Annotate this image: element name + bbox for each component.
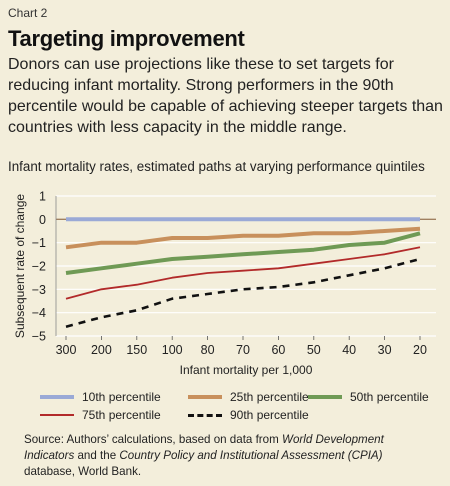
x-tick-label: 40 [342, 343, 356, 357]
x-tick-label: 200 [91, 343, 112, 357]
series-line-75th-percentile [65, 246, 421, 300]
source-note: Source: Authors’ calculations, based on … [24, 432, 434, 480]
x-tick-label: 30 [378, 343, 392, 357]
series-lines [65, 217, 421, 328]
chart-number: Chart 2 [8, 6, 48, 20]
legend-swatch [188, 413, 222, 417]
y-tick-label: −5 [32, 330, 46, 344]
y-tick-label: 1 [39, 190, 46, 204]
source-cpia: Country Policy and Institutional Assessm… [119, 449, 383, 462]
legend-item: 90th percentile [188, 408, 309, 422]
source-prefix: Source: Authors’ calculations, based on … [24, 433, 282, 446]
legend-label: 50th percentile [350, 390, 429, 404]
x-axis-label: Infant mortality per 1,000 [180, 363, 313, 377]
legend-label: 10th percentile [82, 390, 161, 404]
axis-labels: 1 0 −1 −2 −3 −4 −5 300 200 150 100 80 70 60 50 40 30 20 In… [13, 190, 427, 378]
y-tick-label: 0 [39, 213, 46, 227]
x-tick-label: 20 [413, 343, 427, 357]
x-tick-label: 50 [307, 343, 321, 357]
legend-label: 25th percentile [230, 390, 309, 404]
series-line-25th-percentile [65, 226, 421, 250]
source-suffix: database, World Bank. [24, 465, 142, 478]
legend-item: 50th percentile [308, 390, 429, 404]
y-tick-label: −2 [32, 260, 46, 274]
y-tick-label: −3 [32, 283, 46, 297]
legend: 10th percentile 25th percentile 50th perce… [0, 384, 450, 422]
legend-item: 25th percentile [188, 390, 309, 404]
series-line-50th-percentile [65, 231, 421, 275]
line-chart: 1 0 −1 −2 −3 −4 −5 300 200 150 100 80 70 60 50 40 30 20 In… [13, 190, 436, 378]
chart-title: Infant mortality rates, estimated paths … [8, 159, 425, 174]
source-middle: and the [74, 449, 120, 462]
axes [55, 196, 421, 340]
y-tick-label: −4 [32, 306, 46, 320]
x-tick-label: 70 [236, 343, 250, 357]
x-tick-label: 60 [271, 343, 285, 357]
chart-description: Donors can use projections like these to… [8, 56, 443, 136]
legend-item: 75th percentile [40, 408, 161, 422]
legend-swatch [40, 395, 74, 399]
legend-item: 10th percentile [40, 390, 161, 404]
x-tick-label: 150 [126, 343, 147, 357]
source-wdi: World Development Indicators [24, 433, 384, 462]
legend-label: 90th percentile [230, 408, 309, 422]
legend-swatch [308, 395, 342, 399]
chart-heading: Targeting improvement [8, 26, 245, 51]
legend-swatch [188, 395, 222, 399]
x-tick-label: 80 [201, 343, 215, 357]
x-tick-label: 100 [162, 343, 183, 357]
y-tick-label: −1 [32, 236, 46, 250]
legend-swatch [40, 414, 74, 416]
x-tick-label: 300 [56, 343, 77, 357]
series-line-90th-percentile [65, 257, 421, 328]
y-axis-label: Subsequent rate of change [13, 194, 27, 338]
legend-label: 75th percentile [82, 408, 161, 422]
